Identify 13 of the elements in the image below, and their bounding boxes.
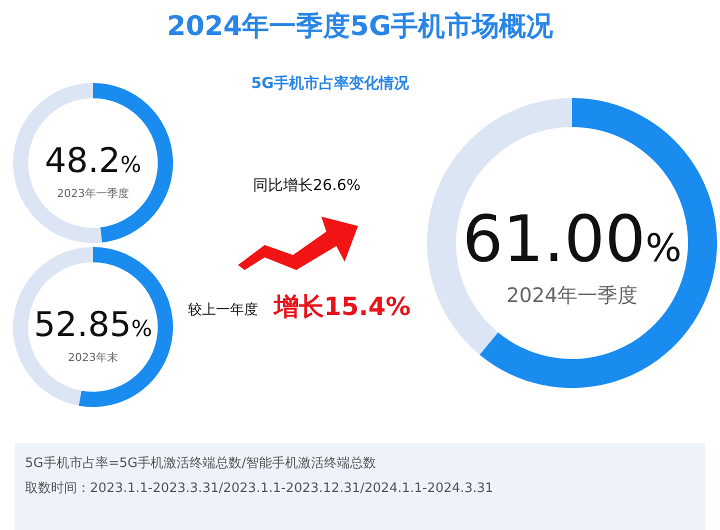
- text: 较上一年度: [188, 301, 258, 319]
- data-label: 61.00%: [462, 202, 682, 276]
- text: 2023年一季度: [57, 186, 129, 201]
- text: 增长15.4%: [274, 291, 411, 323]
- text: 2024年一季度5G手机市场概况: [166, 10, 554, 44]
- data-label: 48.2%: [44, 141, 142, 181]
- data-label: 52.85%: [34, 305, 152, 345]
- text: 2023年末: [68, 350, 118, 365]
- text: 5G手机市占率=5G手机激活终端总数/智能手机激活终端总数: [25, 455, 377, 473]
- text: 5G手机市占率变化情况: [250, 74, 410, 93]
- text: 同比增长26.6%: [253, 176, 361, 195]
- text: 取数时间：2023.1.1-2023.3.31/2023.1.1-2023.12.31/2024.1.1-2024.3.31: [25, 480, 494, 498]
- text: 2024年一季度: [506, 282, 638, 308]
